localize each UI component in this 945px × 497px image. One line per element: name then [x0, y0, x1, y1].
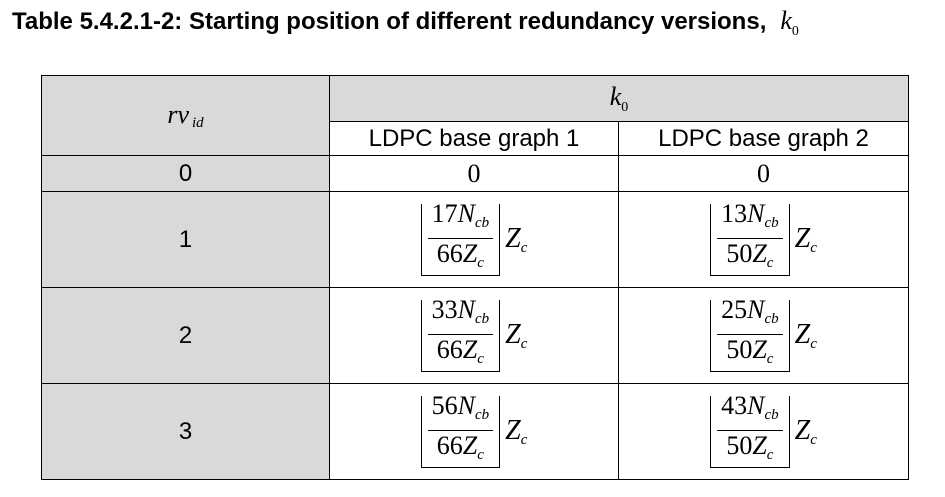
k0-bg1-cell: 33Ncb 66Zc Zc: [329, 287, 619, 384]
floor-formula: 33Ncb 66Zc Zc: [420, 295, 527, 372]
k0-header: k0: [328, 75, 910, 122]
floor-formula: 56Ncb 66Zc Zc: [420, 391, 527, 468]
redundancy-version-table: rv id k0 LDPC base graph 1 LDPC base grap…: [41, 75, 910, 480]
rv-id-header: rv id: [41, 75, 330, 156]
table-row: 2 33Ncb 66Zc Zc 25Ncb 50Zc Zc: [41, 287, 910, 384]
table-caption: Table 5.4.2.1-2: Starting position of di…: [12, 6, 799, 40]
bg2-header: LDPC base graph 2: [617, 121, 910, 156]
table-row: 1 17Ncb 66Zc Zc 13Ncb 50Zc Zc: [41, 191, 910, 288]
rv-cell: 3: [41, 383, 330, 480]
table-row: 3 56Ncb 66Zc Zc 43Ncb 50Zc Zc: [41, 383, 910, 480]
rv-cell: 2: [41, 287, 330, 384]
k0-bg2-cell: 43Ncb 50Zc Zc: [617, 383, 910, 480]
caption-symbol: k0: [780, 6, 799, 39]
k0-bg1-cell: 0: [329, 155, 619, 192]
floor-formula: 25Ncb 50Zc Zc: [710, 295, 817, 372]
k0-bg1-cell: 17Ncb 66Zc Zc: [329, 191, 619, 288]
table-row: 0 0 0: [41, 155, 910, 192]
rv-cell: 1: [41, 191, 330, 288]
floor-formula: 17Ncb 66Zc Zc: [420, 199, 527, 276]
k0-bg2-cell: 25Ncb 50Zc Zc: [617, 287, 910, 384]
rv-cell: 0: [41, 155, 330, 192]
caption-text: Table 5.4.2.1-2: Starting position of di…: [12, 8, 767, 35]
k0-bg2-cell: 13Ncb 50Zc Zc: [617, 191, 910, 288]
k0-bg1-cell: 56Ncb 66Zc Zc: [329, 383, 619, 480]
floor-formula: 13Ncb 50Zc Zc: [710, 199, 817, 276]
bg1-header: LDPC base graph 1: [329, 121, 619, 156]
floor-formula: 43Ncb 50Zc Zc: [710, 391, 817, 468]
k0-bg2-cell: 0: [617, 155, 910, 192]
